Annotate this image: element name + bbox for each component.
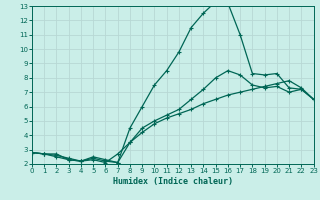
X-axis label: Humidex (Indice chaleur): Humidex (Indice chaleur) xyxy=(113,177,233,186)
